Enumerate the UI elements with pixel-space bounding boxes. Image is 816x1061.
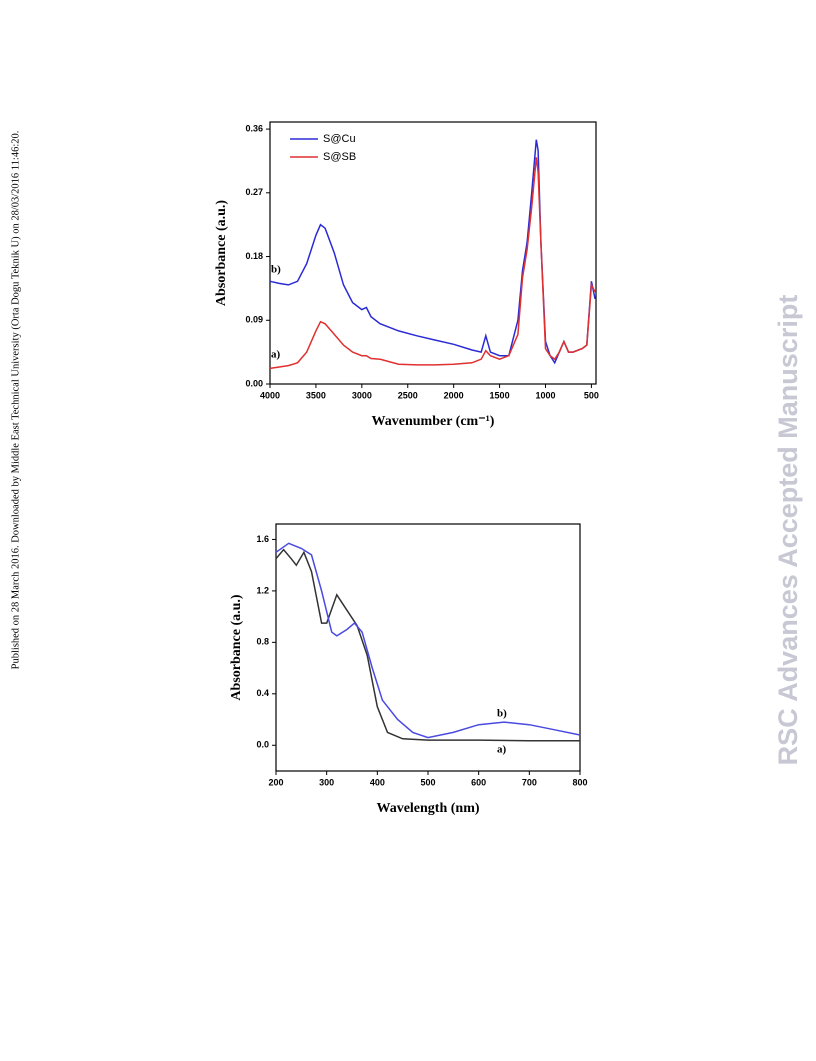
side-note: Published on 28 March 2016. Downloaded b…: [10, 131, 21, 670]
y-tick-label: 0.4: [256, 688, 269, 698]
plot-frame: [269, 121, 597, 385]
y-tick-label: 1.2: [256, 585, 269, 595]
y-axis-label: Absorbance (a.u.): [214, 200, 229, 307]
y-tick-label: 0.18: [245, 251, 263, 261]
series-line: [269, 157, 596, 370]
y-tick-label: 0.09: [245, 315, 263, 325]
x-tick-label: 500: [420, 777, 435, 787]
x-tick-label: 200: [268, 777, 283, 787]
x-tick-label: 300: [319, 777, 334, 787]
x-tick-label: 2000: [444, 390, 464, 400]
x-tick-label: 800: [572, 777, 587, 787]
annotation: b): [271, 264, 281, 276]
y-tick-label: 0.8: [256, 637, 269, 647]
annotation: a): [271, 349, 281, 361]
series-line: [275, 548, 580, 742]
y-axis-label: Absorbance (a.u.): [229, 594, 244, 701]
x-tick-label: 500: [584, 390, 599, 400]
series-label: a): [497, 744, 507, 756]
x-tick-label: 3000: [352, 390, 372, 400]
legend-label: S@Cu: [323, 133, 356, 145]
x-tick-label: 3500: [306, 390, 326, 400]
x-tick-label: 400: [370, 777, 385, 787]
x-axis-label: Wavelength (nm): [376, 801, 479, 816]
y-tick-label: 0.27: [245, 187, 263, 197]
watermark: RSC Advances Accepted Manuscript: [773, 295, 803, 766]
x-axis-label: Wavenumber (cm⁻¹): [372, 414, 495, 429]
series-label: b): [497, 708, 507, 720]
x-tick-label: 1000: [535, 390, 555, 400]
x-tick-label: 2500: [398, 390, 418, 400]
x-tick-label: 700: [522, 777, 537, 787]
y-tick-label: 0.36: [245, 123, 263, 133]
series-line: [275, 542, 581, 739]
x-tick-label: 4000: [260, 390, 280, 400]
series-line: [269, 139, 596, 365]
legend-label: S@SB: [323, 151, 356, 163]
y-tick-label: 0.0: [256, 740, 269, 750]
y-tick-label: 0.00: [245, 378, 263, 388]
y-tick-label: 1.6: [256, 534, 269, 544]
plot-frame: [275, 523, 581, 772]
x-tick-label: 1500: [490, 390, 510, 400]
x-tick-label: 600: [471, 777, 486, 787]
